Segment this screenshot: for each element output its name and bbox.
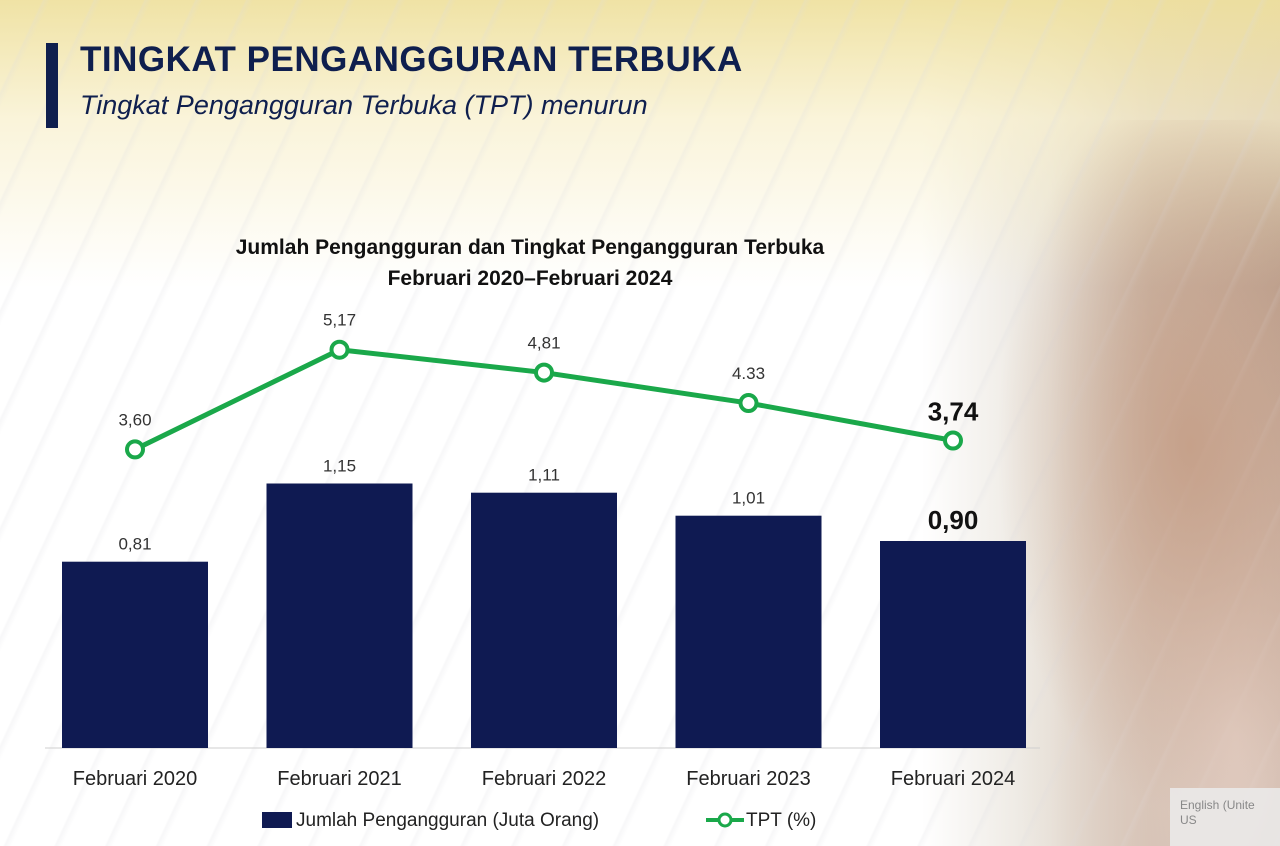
tpt-point-2 — [329, 339, 350, 360]
category-label-5: Februari 2024 — [891, 768, 1016, 790]
bar-3 — [471, 492, 617, 748]
category-label-4: Februari 2023 — [686, 768, 811, 790]
legend-line-marker — [717, 812, 733, 828]
page-title: TINGKAT PENGANGGURAN TERBUKA — [80, 40, 743, 79]
background-photo — [980, 120, 1280, 846]
tpt-value-label-1: 3,60 — [118, 410, 151, 429]
tpt-point-4 — [738, 393, 759, 414]
bar-value-label-4: 1,01 — [732, 489, 765, 508]
bar-value-label-2: 1,15 — [323, 457, 356, 476]
bar-value-label-1: 0,81 — [118, 535, 151, 554]
language-line2: US — [1180, 813, 1197, 827]
bar-5 — [880, 541, 1026, 748]
tpt-value-label-4: 4.33 — [732, 364, 765, 383]
bar-1 — [62, 561, 208, 748]
category-label-2: Februari 2021 — [277, 768, 402, 790]
category-label-3: Februari 2022 — [482, 768, 607, 790]
bar-4 — [675, 515, 822, 748]
tpt-value-label-3: 4,81 — [527, 334, 560, 353]
tpt-point-1 — [125, 439, 145, 460]
title-accent-bar — [46, 43, 58, 128]
chart-title-line1: Jumlah Pengangguran dan Tingkat Pengangg… — [235, 236, 825, 259]
bar-2 — [266, 483, 413, 748]
legend-bar-label: Jumlah Pengangguran (Juta Orang) — [296, 810, 599, 831]
page-subtitle: Tingkat Pengangguran Terbuka (TPT) menur… — [80, 90, 648, 120]
tpt-value-label-2: 5,17 — [323, 311, 356, 330]
tpt-point-5 — [943, 430, 963, 451]
tpt-value-label-5: 3,74 — [928, 397, 979, 427]
bar-value-label-5: 0,90 — [928, 505, 979, 535]
chart-title-line2: Februari 2020–Februari 2024 — [387, 267, 673, 290]
language-indicator[interactable]: English (Unite US — [1170, 788, 1280, 846]
legend-line-label: TPT (%) — [746, 810, 816, 831]
category-label-1: Februari 2020 — [73, 768, 198, 790]
bar-value-label-3: 1,11 — [528, 466, 560, 485]
chart-title: Jumlah Pengangguran dan Tingkat Pengangg… — [130, 232, 930, 294]
tpt-point-3 — [534, 362, 554, 383]
legend-bar-swatch — [262, 812, 292, 828]
language-line1: English (Unite — [1180, 798, 1255, 812]
